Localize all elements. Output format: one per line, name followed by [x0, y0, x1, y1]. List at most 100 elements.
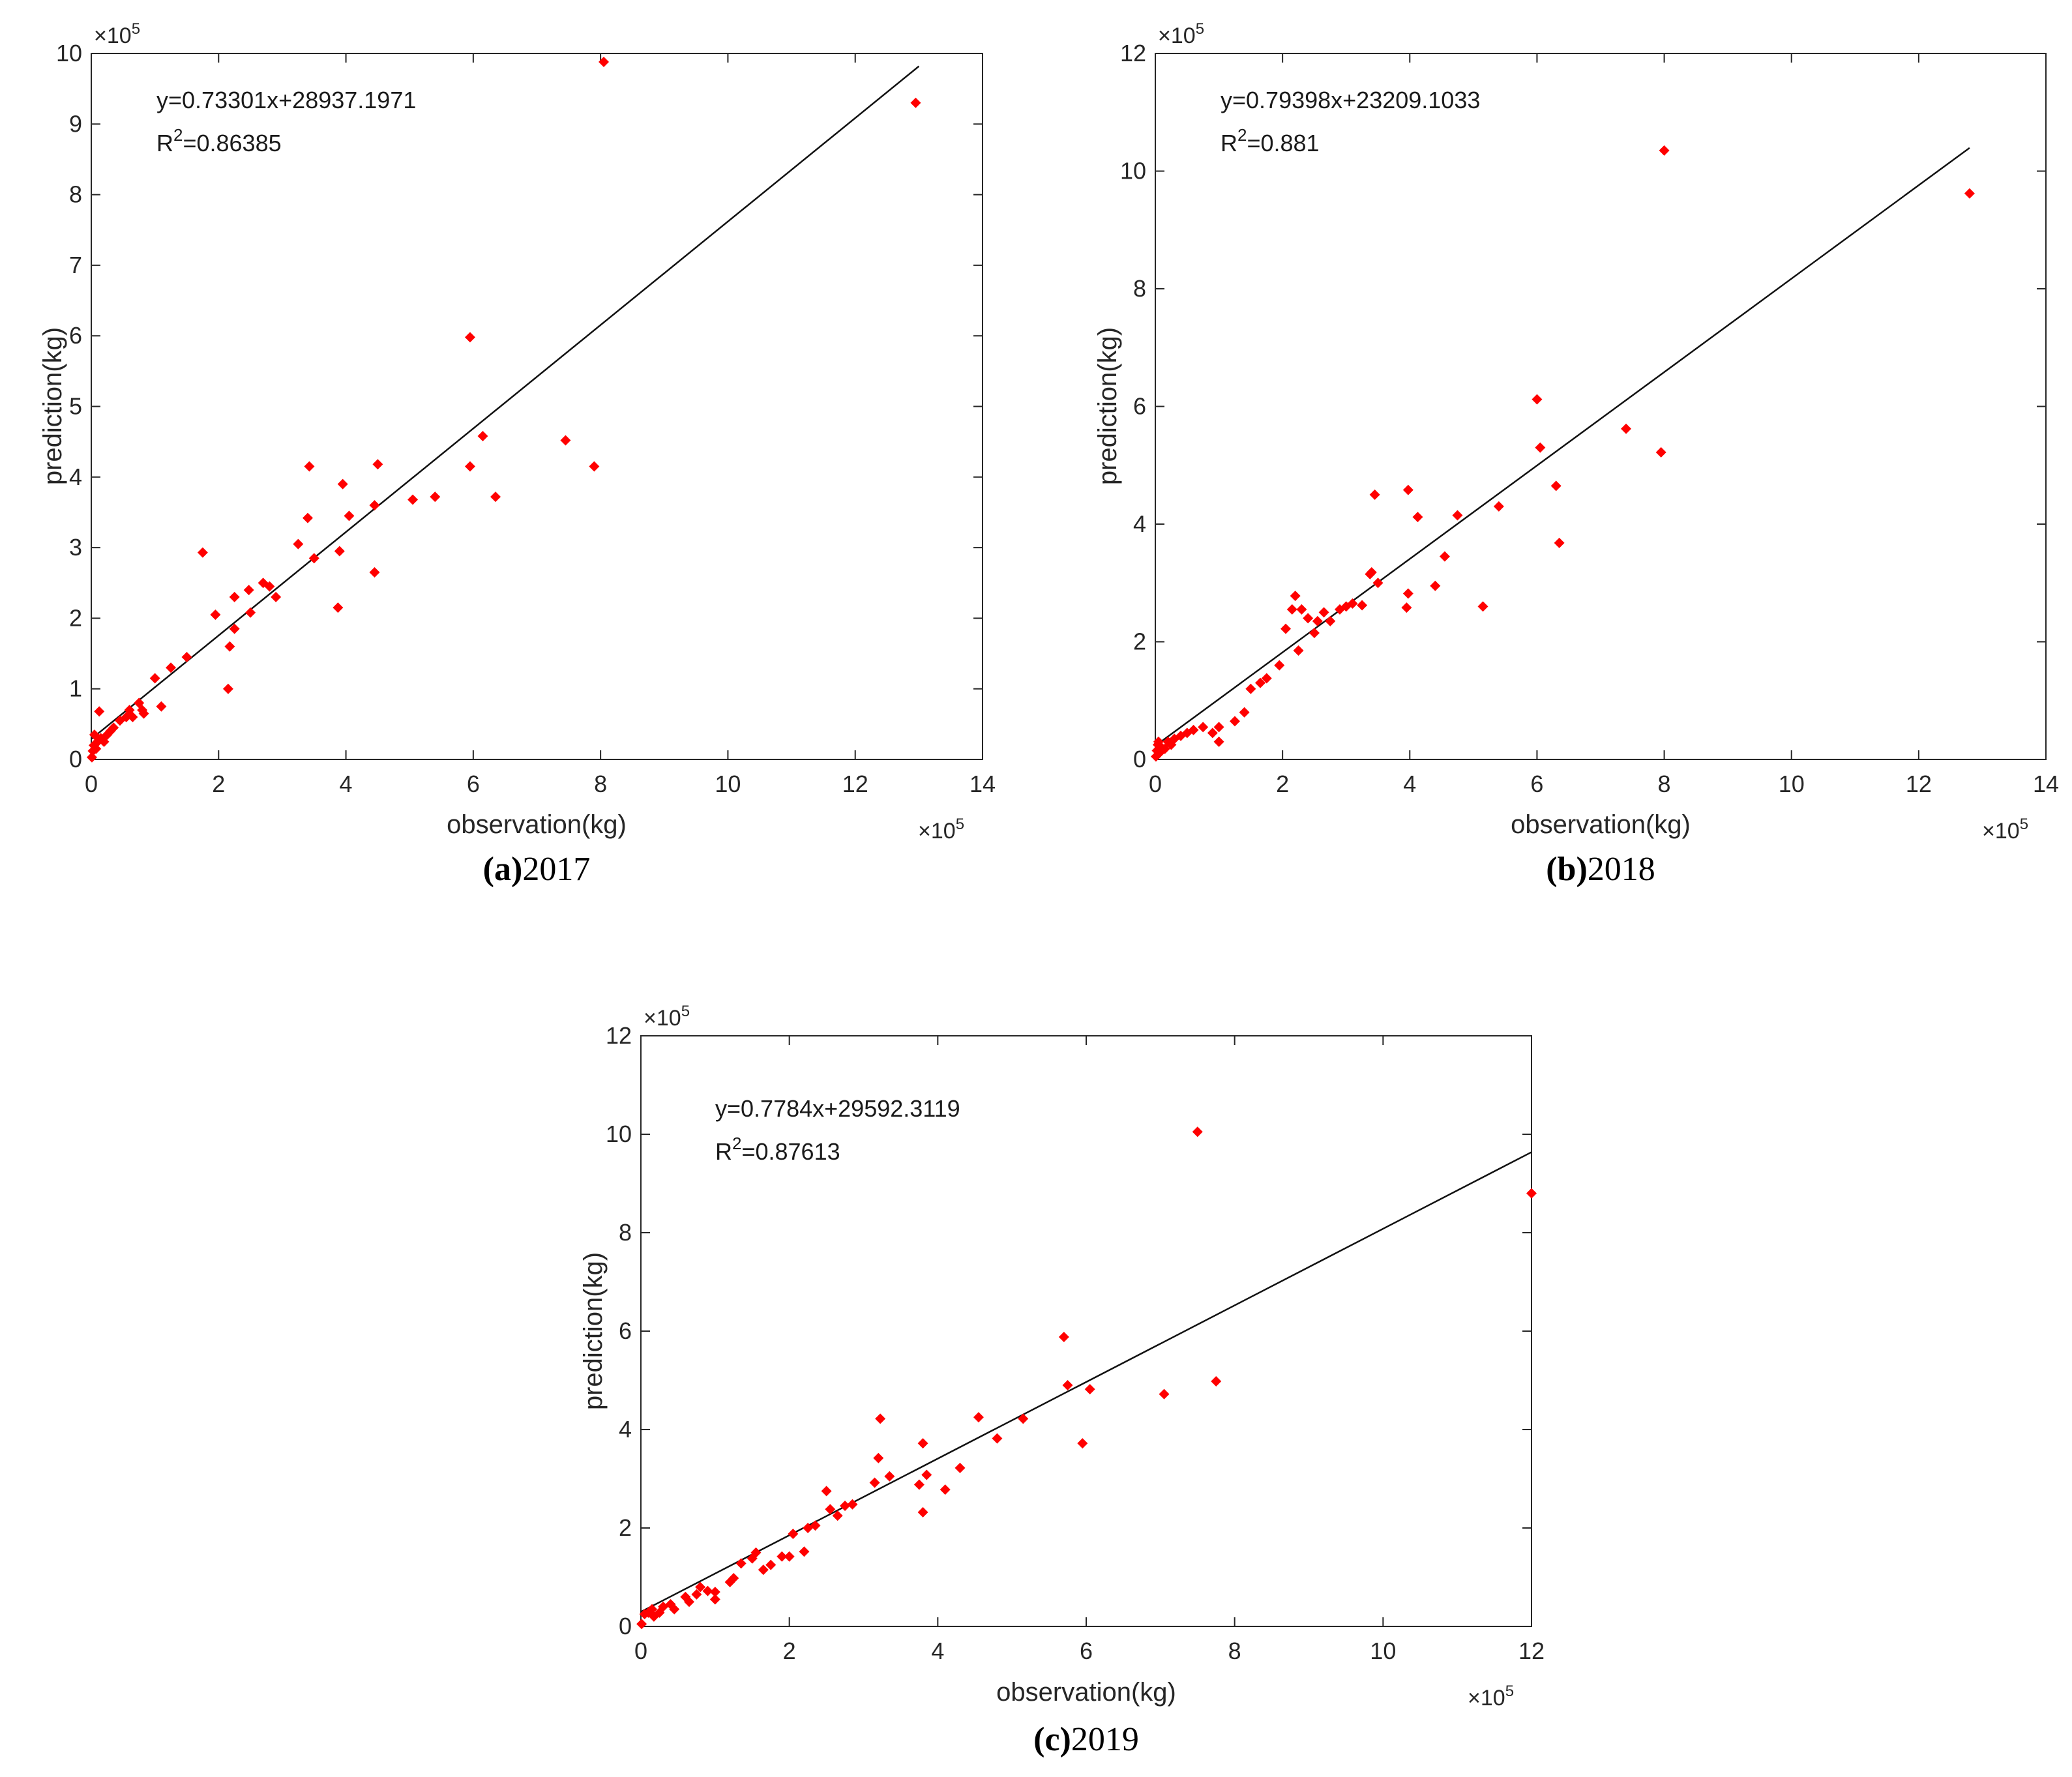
data-point [709, 1587, 720, 1598]
data-point [1412, 512, 1423, 523]
data-point [1535, 442, 1546, 453]
y-tick-label: 4 [69, 463, 82, 490]
data-point [765, 1559, 777, 1570]
caption-year-b: 2018 [1588, 851, 1655, 888]
caption-c: (c)2019 [1033, 1721, 1139, 1758]
data-point [691, 1589, 702, 1600]
data-point [1401, 602, 1412, 613]
data-point [654, 1607, 665, 1618]
data-point [1452, 510, 1463, 521]
x-exponent-power-b: 5 [2020, 815, 2028, 833]
data-point [245, 607, 256, 618]
y-tick-label: 6 [69, 322, 82, 349]
y-tick-label: 8 [69, 181, 82, 208]
y-exponent-label-a: ×105 [94, 20, 140, 48]
data-point [138, 708, 149, 719]
r-squared-c: R2=0.87613 [715, 1134, 840, 1165]
y-tick-label: 8 [1133, 275, 1146, 302]
x-tick-label: 2 [1276, 771, 1289, 797]
data-point [308, 553, 319, 564]
data-point [293, 538, 304, 550]
x-axis-label-b: observation(kg) [1511, 810, 1691, 839]
data-point [917, 1506, 928, 1518]
x-tick-label: 4 [1403, 771, 1416, 797]
x-exponent-base-c: ×10 [1468, 1686, 1505, 1711]
data-point [992, 1433, 1003, 1444]
x-tick-label: 2 [783, 1637, 796, 1664]
data-point [1347, 598, 1358, 609]
data-point [735, 1558, 747, 1569]
tick-marks-a [91, 53, 983, 760]
data-point [1554, 537, 1565, 548]
y-tick-label: 12 [606, 1022, 632, 1049]
data-point [166, 662, 177, 673]
data-point [599, 56, 610, 67]
data-point [973, 1412, 984, 1423]
data-point [210, 609, 221, 620]
x-axis-label-c: observation(kg) [996, 1678, 1176, 1707]
data-point [337, 478, 348, 490]
data-point [477, 430, 488, 441]
data-point [302, 512, 313, 523]
data-point [1402, 484, 1413, 495]
y-tick-label: 8 [619, 1219, 632, 1246]
data-point [1245, 683, 1256, 694]
data-point [750, 1547, 762, 1558]
data-point [91, 743, 102, 754]
data-point [1439, 551, 1450, 562]
data-point [271, 591, 282, 602]
data-point [1058, 1332, 1069, 1343]
data-point [149, 673, 160, 684]
data-point [334, 546, 345, 557]
x-tick-label: 0 [634, 1637, 647, 1664]
data-points-c [636, 1126, 1537, 1630]
data-point [840, 1501, 851, 1512]
y-tick-label: 1 [69, 675, 82, 702]
x-tick-label: 14 [969, 771, 996, 797]
x-tick-labels-c: 0 2 4 6 8 10 12 [634, 1637, 1545, 1664]
data-point [728, 1573, 739, 1584]
data-point [636, 1619, 647, 1630]
r-squared-a: R2=0.86385 [156, 125, 282, 156]
data-point [1293, 645, 1304, 656]
data-point [1372, 578, 1384, 589]
data-point [1254, 677, 1265, 688]
caption-year-a: 2017 [522, 851, 590, 888]
data-point [1084, 1384, 1095, 1395]
x-tick-label: 14 [2033, 771, 2059, 797]
data-point [788, 1529, 799, 1540]
r-squared-prefix-b: R [1221, 130, 1237, 156]
regression-equation-b: y=0.79398x+23209.1033 [1221, 87, 1480, 113]
x-tick-label: 2 [212, 771, 225, 797]
regression-line [91, 65, 920, 740]
caption-a: (a)2017 [483, 851, 591, 888]
caption-year-c: 2019 [1071, 1721, 1139, 1758]
plot-frame-b [1155, 53, 2047, 760]
y-exponent-base-a: ×10 [94, 23, 132, 48]
x-tick-label: 10 [1370, 1637, 1396, 1664]
r-squared-power-c: 2 [732, 1134, 741, 1153]
data-point [940, 1484, 951, 1495]
data-point [1181, 727, 1192, 739]
data-point [1280, 623, 1292, 634]
y-tick-label: 0 [69, 746, 82, 772]
y-tick-label: 2 [619, 1514, 632, 1541]
data-point [955, 1462, 966, 1473]
data-point [1303, 613, 1314, 624]
x-axis-label-a: observation(kg) [447, 810, 627, 839]
data-point [1655, 447, 1666, 458]
data-point [369, 567, 380, 578]
data-point [108, 722, 119, 733]
data-point [560, 435, 571, 446]
data-point [88, 740, 99, 751]
data-point [1621, 423, 1632, 434]
x-exponent-label-c: ×105 [1468, 1682, 1514, 1711]
x-tick-label: 12 [1518, 1637, 1545, 1664]
y-tick-label: 0 [1133, 746, 1146, 772]
data-point [1369, 489, 1380, 500]
x-exponent-label-b: ×105 [1982, 815, 2028, 844]
y-exponent-label-b: ×105 [1158, 20, 1204, 48]
data-point [1290, 591, 1301, 602]
